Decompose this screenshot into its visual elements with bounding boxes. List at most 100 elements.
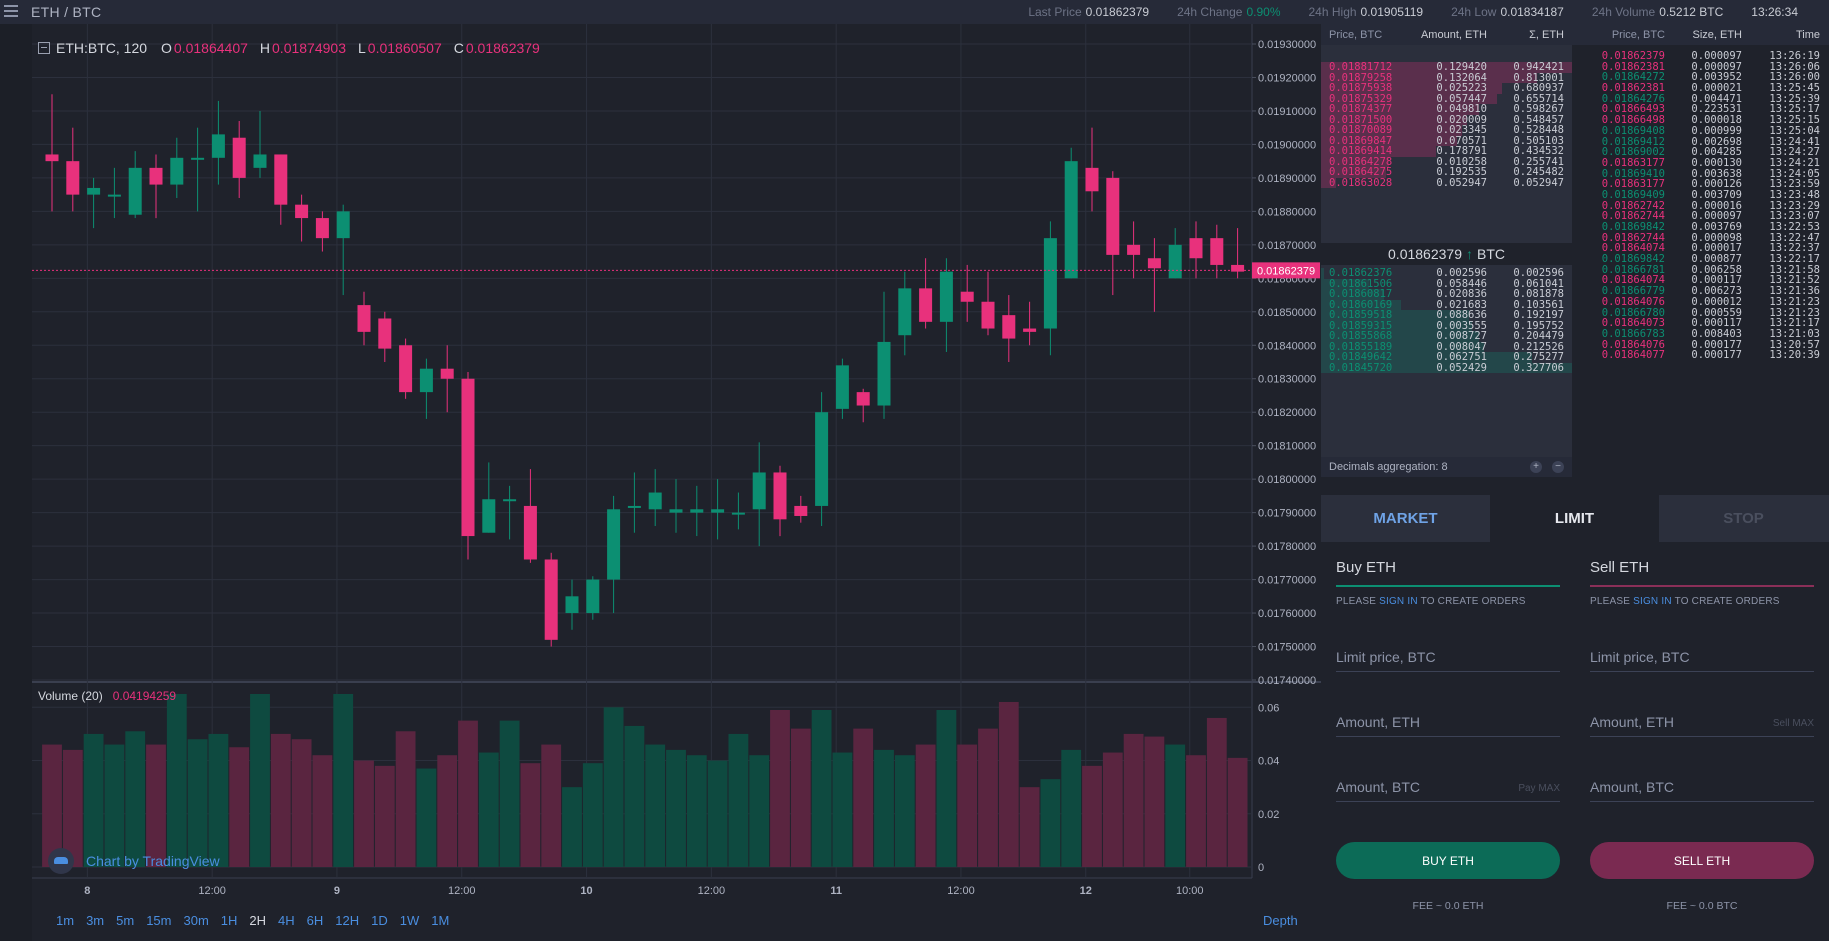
trade-row: 0.01864077 0.000177 13:20:39 [1572,350,1829,361]
buy-amount-btc-input[interactable] [1336,774,1560,800]
volume-legend: Volume (20) 0.04194259 [38,689,176,703]
buy-signin-link[interactable]: SIGN IN [1379,596,1418,607]
bid-row[interactable]: 0.01859518 0.088636 0.192197 [1321,310,1572,321]
ask-depth-bar [1321,167,1387,178]
timeframe-5m[interactable]: 5m [116,913,135,928]
bid-depth-bar [1321,341,1485,352]
ask-row[interactable]: 0.01864275 0.192535 0.245482 [1321,167,1572,178]
tab-market[interactable]: MARKET [1321,495,1490,542]
bid-row[interactable]: 0.01855868 0.008727 0.204479 [1321,331,1572,342]
ask-price: 0.01864278 [1329,155,1393,168]
bid-row[interactable]: 0.01862376 0.002596 0.002596 [1321,268,1572,279]
bid-depth-bar [1321,299,1402,310]
hamburger-menu-icon[interactable] [4,5,18,18]
bid-row[interactable]: 0.01855189 0.008047 0.212526 [1321,341,1572,352]
tab-stop[interactable]: STOP [1659,495,1828,542]
legend-close-label: C [453,40,464,56]
bid-sum: 0.002596 [1513,267,1564,279]
candle-body [336,211,350,239]
volume-bar [832,752,853,867]
ask-row[interactable]: 0.01869414 0.178791 0.434532 [1321,146,1572,157]
candle-body [544,559,558,640]
decimals-plus-button[interactable]: + [1530,461,1542,473]
trade-size: 0.000117 [1691,274,1742,287]
bid-row[interactable]: 0.01845720 0.052429 0.327706 [1321,362,1572,373]
bid-sum: 0.081878 [1513,288,1564,300]
buy-limit-price-input[interactable] [1336,644,1560,670]
timeframe-1m[interactable]: 1M [431,913,450,928]
trade-price: 0.01864077 [1601,349,1665,362]
ask-sum: 0.813001 [1513,71,1564,84]
buy-eth-button[interactable]: BUY ETH [1336,842,1560,879]
timeframe-2h[interactable]: 2H [249,913,267,928]
timeframe-3m[interactable]: 3m [86,913,105,928]
trade-time: 13:21:23 [1769,295,1820,308]
sell-eth-button[interactable]: SELL ETH [1590,842,1814,879]
bid-price: 0.01849642 [1329,351,1393,363]
tab-limit[interactable]: LIMIT [1490,495,1659,542]
ask-row[interactable]: 0.01881712 0.129420 0.942421 [1321,62,1572,73]
ask-sum: 0.598267 [1513,103,1564,115]
tradingview-logo[interactable]: Chart by TradingView [48,848,220,874]
ask-row[interactable]: 0.01879258 0.132064 0.813001 [1321,71,1572,84]
timeframe-6h[interactable]: 6H [306,913,324,928]
candlestick-chart-svg[interactable]: 0.01930000 0.01920000 0.01910000 0.01900000… [0,24,1321,941]
decimals-minus-button[interactable]: − [1552,461,1564,473]
ask-sum: 0.528448 [1513,124,1564,136]
timeframe-1m[interactable]: 1m [56,913,75,928]
trade-size: 0.000097 [1691,60,1742,73]
bid-row[interactable]: 0.01860169 0.021683 0.103561 [1321,299,1572,310]
buy-amount-eth-input[interactable] [1336,709,1560,735]
candle-body [253,154,267,168]
bid-row[interactable]: 0.01861506 0.058446 0.061041 [1321,278,1572,289]
volume-bar [686,755,707,867]
trade-history-header: Price, BTC Size, ETH Time [1572,24,1829,45]
price-tick-label: 0.01870000 [1258,240,1316,252]
candle-body [939,271,953,322]
ask-row[interactable]: 0.01875329 0.057447 0.655714 [1321,92,1572,105]
ask-price: 0.01874377 [1329,103,1393,115]
timeframe-1w[interactable]: 1W [399,913,420,928]
pay-max-button[interactable]: Pay MAX [1518,783,1560,794]
ask-row[interactable]: 0.01869847 0.070571 0.505103 [1321,135,1572,146]
price-tick-label: 0.01840000 [1258,340,1316,352]
volume-legend-value: 0.04194259 [112,689,177,703]
sell-signin-link[interactable]: SIGN IN [1633,596,1672,607]
ask-row[interactable]: 0.01863028 0.052947 0.052947 [1321,177,1572,188]
bid-row[interactable]: 0.01859315 0.003555 0.195752 [1321,320,1572,331]
bid-row[interactable]: 0.01849642 0.062751 0.275277 [1321,352,1572,363]
sell-limit-price-field [1590,644,1814,672]
sell-max-button[interactable]: Sell MAX [1772,718,1814,729]
ask-sum: 0.245482 [1513,166,1564,178]
ask-sum: 0.655714 [1513,92,1564,105]
trade-row: 0.01862744 0.000098 13:22:47 [1572,232,1829,244]
ask-row[interactable]: 0.01874377 0.049810 0.598267 [1321,104,1572,115]
bid-price: 0.01855868 [1329,330,1393,342]
ask-row[interactable]: 0.01871500 0.020009 0.548457 [1321,114,1572,125]
trade-row: 0.01862379 0.000097 13:26:19 [1572,51,1829,62]
buy-note-prefix: PLEASE [1336,596,1377,607]
timeframe-30m[interactable]: 30m [183,913,209,928]
ask-row[interactable]: 0.01875938 0.025223 0.680937 [1321,83,1572,94]
timeframe-1h[interactable]: 1H [220,913,238,928]
market-stats: Last Price 0.01862379 24h Change 0.90% 24h… [1028,0,1829,24]
ask-row[interactable]: 0.01864278 0.010258 0.255741 [1321,155,1572,168]
timeframe-12h[interactable]: 12H [335,913,360,928]
candle-body [1210,238,1224,265]
sell-limit-price-input[interactable] [1590,644,1814,670]
tr-header-time: Time [1795,28,1820,41]
sell-amount-btc-input[interactable] [1590,774,1814,800]
sell-amount-eth-input[interactable] [1590,709,1814,735]
candle-body [87,187,101,195]
bid-row[interactable]: 0.01860817 0.020836 0.081878 [1321,289,1572,300]
ask-row[interactable]: 0.01870089 0.023345 0.528448 [1321,125,1572,136]
timeframe-1d[interactable]: 1D [371,913,388,928]
price-chart[interactable]: 0.01930000 0.01920000 0.01910000 0.01900000… [0,24,1321,941]
ask-amount: 0.010258 [1436,155,1487,168]
timeframe-4h[interactable]: 4H [278,913,295,928]
order-book-header: Price, BTC Amount, ETH Σ, ETH [1321,24,1572,45]
volume-bar [166,694,187,867]
depth-chart-button[interactable]: Depth [1263,913,1298,928]
timeframe-15m[interactable]: 15m [146,913,172,928]
collapse-legend-icon[interactable] [38,42,50,54]
